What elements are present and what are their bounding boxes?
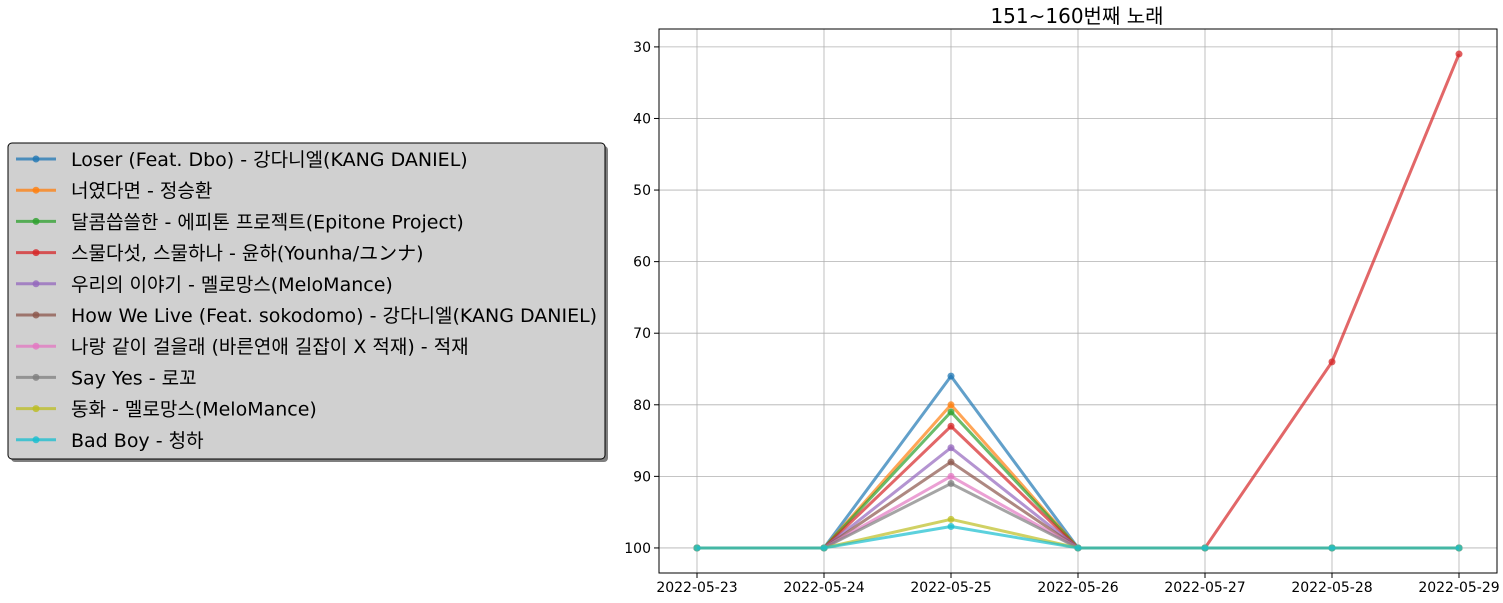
data-point [947, 444, 955, 452]
legend-marker [32, 280, 40, 288]
x-tick-label: 2022-05-25 [910, 580, 991, 596]
data-point [947, 401, 955, 409]
legend-marker [32, 436, 40, 444]
grid [659, 29, 1497, 573]
legend-label: 너였다면 - 정승환 [71, 180, 212, 202]
data-point [1201, 544, 1209, 552]
data-point [1328, 544, 1336, 552]
legend-label: 스물다섯, 스물하나 - 윤하(Younha/ユンナ) [71, 243, 424, 265]
y-tick-label: 90 [633, 469, 651, 485]
x-tick-label: 2022-05-27 [1164, 580, 1245, 596]
legend-marker [32, 405, 40, 413]
data-point [947, 422, 955, 430]
y-tick-label: 50 [633, 183, 651, 199]
legend-marker [32, 186, 40, 194]
legend-marker [32, 249, 40, 257]
data-point [947, 372, 955, 380]
data-point [947, 472, 955, 480]
series-layer [693, 50, 1463, 552]
y-tick-label: 80 [633, 398, 651, 414]
y-tick-label: 60 [633, 255, 651, 271]
legend-marker [32, 311, 40, 319]
x-tick-label: 2022-05-24 [783, 580, 864, 596]
legend-marker [32, 373, 40, 381]
x-tick-label: 2022-05-28 [1291, 580, 1372, 596]
legend: Loser (Feat. Dbo) - 강다니엘(KANG DANIEL) 너였다… [7, 142, 608, 462]
legend-box [7, 142, 606, 460]
data-point [693, 544, 701, 552]
data-point [947, 480, 955, 488]
x-axis: 2022-05-23 2022-05-24 2022-05-25 2022-05-26… [656, 573, 1500, 596]
y-tick-label: 100 [624, 541, 651, 557]
legend-label: 달콤씁쓸한 - 에피톤 프로젝트(Epitone Project) [71, 211, 464, 233]
y-tick-label: 40 [633, 111, 651, 127]
y-axis: 30 40 50 60 70 80 90 100 [624, 40, 659, 557]
legend-label: Say Yes - 로꼬 [71, 367, 197, 389]
data-point [947, 458, 955, 466]
data-point [947, 408, 955, 416]
data-point [1455, 544, 1463, 552]
legend-marker [32, 342, 40, 350]
x-tick-label: 2022-05-26 [1037, 580, 1118, 596]
data-point [1455, 50, 1463, 58]
legend-label: How We Live (Feat. sokodomo) - 강다니엘(KANG… [71, 305, 597, 327]
legend-label: 우리의 이야기 - 멜로망스(MeloMance) [71, 274, 393, 296]
chart-title: 151~160번째 노래 [990, 4, 1163, 28]
legend-label: 나랑 같이 걸을래 (바른연애 길잡이 X 적재) - 적재 [71, 336, 469, 358]
data-point [1328, 358, 1336, 366]
legend-label: Bad Boy - 청하 [71, 430, 204, 452]
data-point [1074, 544, 1082, 552]
y-tick-label: 30 [633, 40, 651, 56]
y-tick-label: 70 [633, 326, 651, 342]
data-point [947, 522, 955, 530]
legend-marker [32, 155, 40, 163]
data-point [947, 515, 955, 523]
legend-label: Loser (Feat. Dbo) - 강다니엘(KANG DANIEL) [71, 149, 468, 171]
x-tick-label: 2022-05-29 [1418, 580, 1499, 596]
legend-label: 동화 - 멜로망스(MeloMance) [71, 399, 317, 421]
x-tick-label: 2022-05-23 [656, 580, 737, 596]
data-point [820, 544, 828, 552]
legend-marker [32, 217, 40, 225]
plot-area [658, 28, 1498, 574]
